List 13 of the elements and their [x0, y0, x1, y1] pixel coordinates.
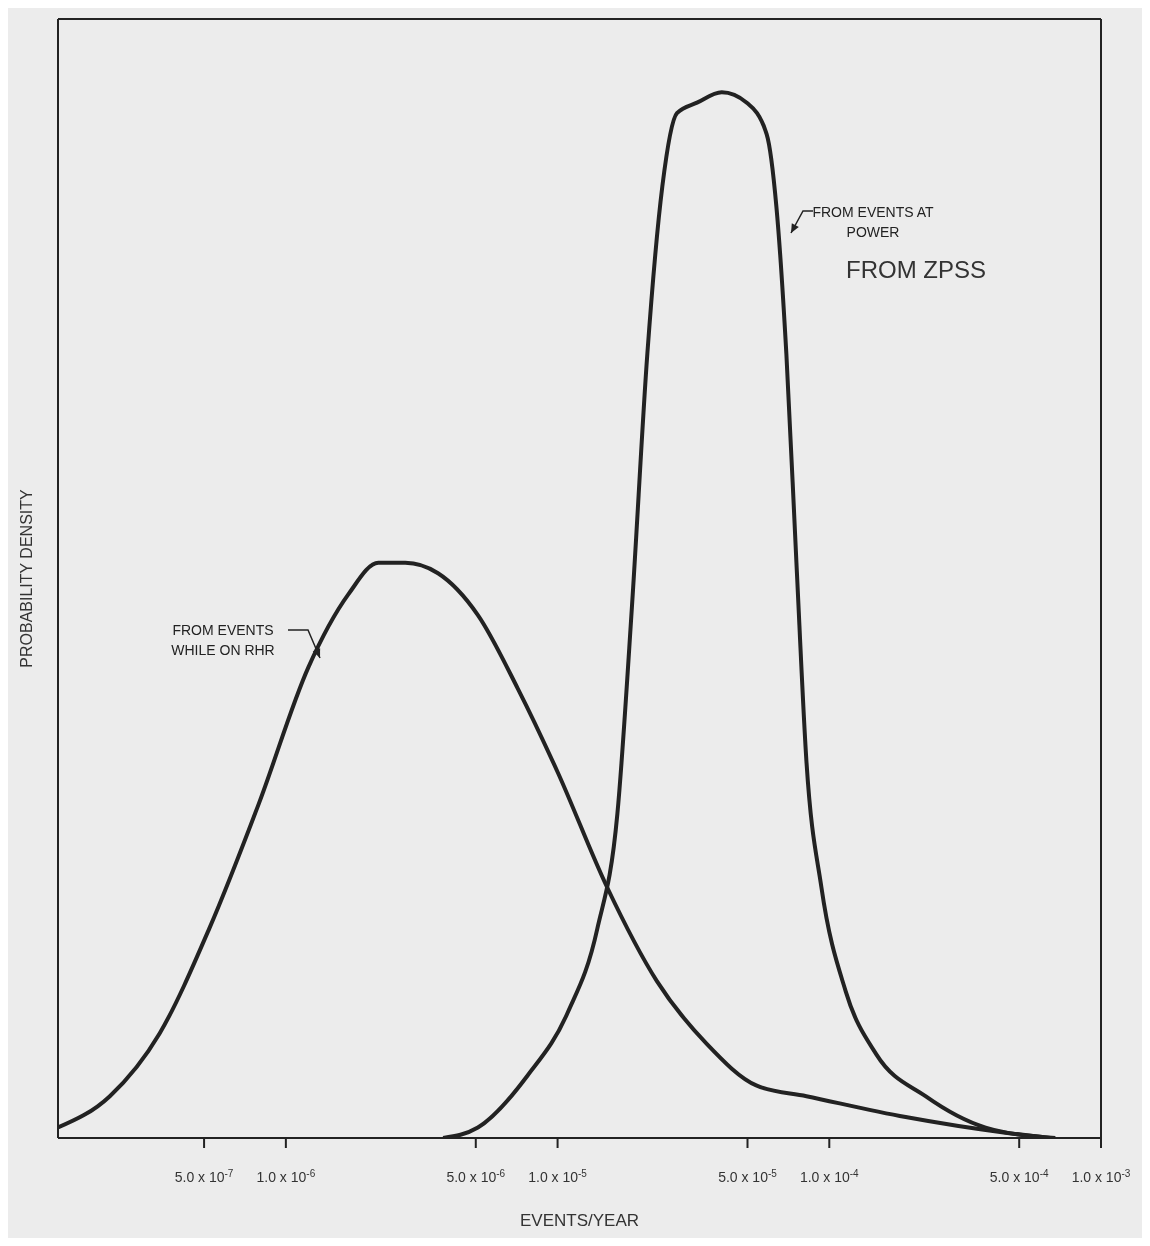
x-tick-label: 1.0 x 10$^{-3}$	[1071, 1167, 1131, 1185]
y-axis-title: PROBABILITY DENSITY	[17, 488, 35, 668]
x-tick-label: 1.0 x 10$^{-5}$	[528, 1167, 588, 1185]
text: FROM EVENTS WHILE ON RHR	[170, 621, 276, 660]
annotation: FROM ZPSS	[846, 256, 987, 284]
x-tick-label: 5.0 x 10$^{-7}$	[174, 1167, 234, 1185]
x-axis-title: EVENTS/YEAR	[519, 1211, 640, 1230]
legend-label: FROM EVENTS AT POWER	[811, 203, 935, 242]
x-tick-label: 5.0 x 10$^{-4}$	[989, 1167, 1049, 1185]
x-tick-label: 5.0 x 10$^{-6}$	[446, 1167, 506, 1185]
x-tick-label: 1.0 x 10$^{-6}$	[256, 1167, 316, 1185]
x-tick-label: 5.0 x 10$^{-5}$	[718, 1167, 778, 1185]
x-tick-label: 1.0 x 10$^{-4}$	[799, 1167, 860, 1185]
